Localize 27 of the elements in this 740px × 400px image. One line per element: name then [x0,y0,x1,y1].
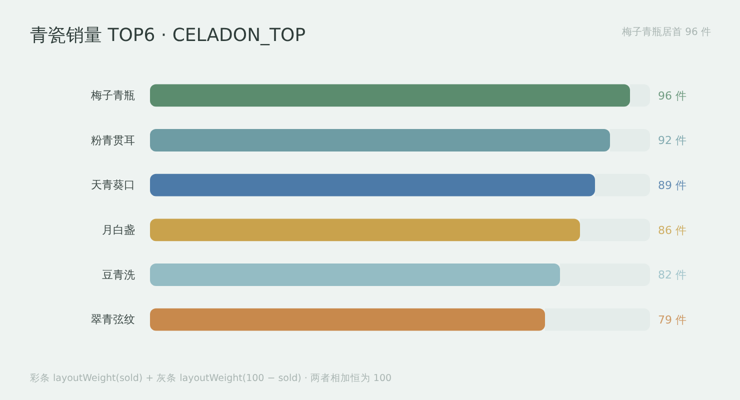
data-label: 86 件 [658,224,686,237]
bar [150,174,595,196]
bar [150,218,580,242]
data-label: 82 件 [658,268,686,282]
bar [610,129,650,152]
chart-title: 青瓷销量 TOP6 · CELADON_TOP [30,25,306,46]
bar [150,84,630,107]
data-label: 92 件 [658,134,686,148]
bar [150,308,545,331]
bar [580,218,650,242]
y-tick-label: 天青葵口 [91,178,135,192]
bar [150,264,560,286]
data-label: 89 件 [658,178,686,192]
bar [560,264,650,286]
data-label: 96 件 [658,89,686,102]
y-tick-label: 月白盏 [102,223,135,236]
y-tick-label: 翠青弦纹 [91,313,135,326]
bar [630,84,650,107]
data-label: 79 件 [658,313,686,326]
bar [545,308,650,331]
y-tick-label: 梅子青瓶 [90,88,135,102]
y-tick-label: 豆青洗 [102,268,135,282]
bar [150,129,610,152]
y-tick-label: 粉青贯耳 [91,134,135,147]
text: 彩条 layoutWeight(sold) + 灰条 layoutWeight(100 − sold) · 两者相加恒为 100 [30,372,392,384]
bar [595,174,650,196]
chart-subtitle: 梅子青瓶居首 96 件 [620,26,711,38]
